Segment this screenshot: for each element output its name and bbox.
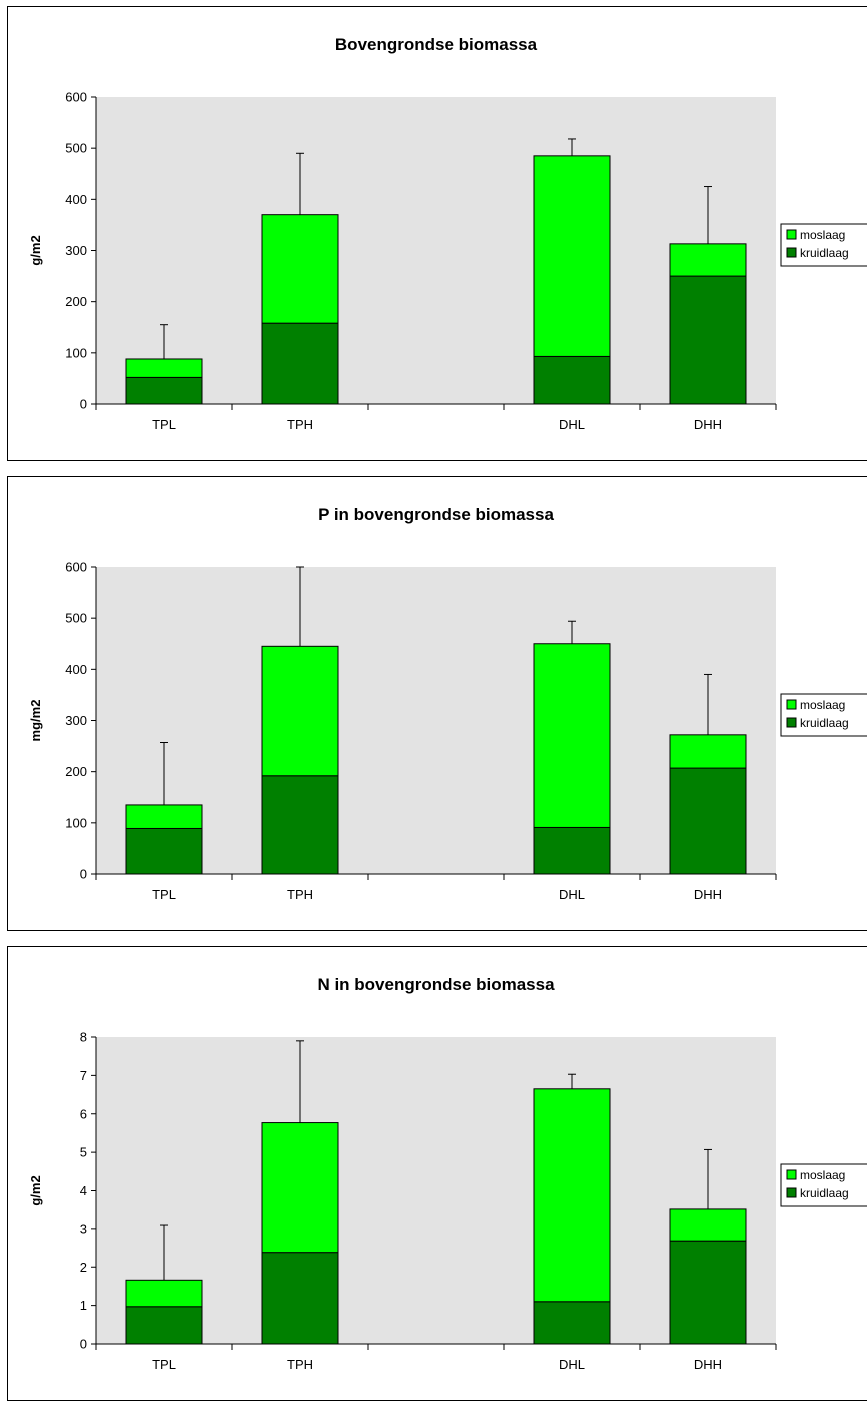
y-tick-label: 200	[65, 294, 87, 309]
y-tick-label: 600	[65, 560, 87, 575]
bar-kruidlaag	[125, 376, 203, 405]
y-tick-label: 0	[80, 867, 87, 882]
y-tick-label: 8	[80, 1030, 87, 1045]
bar-kruidlaag	[125, 1306, 203, 1345]
chart-panel-nitrogen: N in bovengrondse biomassa 0 1 2 3 4 5 6 7 8 TPL TP…	[7, 946, 867, 1401]
y-tick-label: 3	[80, 1221, 87, 1236]
legend-swatch-moslaag	[786, 1169, 797, 1180]
legend-label: moslaag	[800, 1168, 845, 1182]
bar-moslaag	[533, 643, 611, 828]
y-tick-label: 100	[65, 815, 87, 830]
plot-area	[96, 1037, 776, 1344]
legend-label: kruidlaag	[800, 1186, 849, 1200]
y-tick-label: 400	[65, 662, 87, 677]
y-axis-label: g/m2	[28, 235, 43, 265]
y-tick-label: 0	[80, 1337, 87, 1352]
legend-label: moslaag	[800, 698, 845, 712]
y-tick-label: 500	[65, 141, 87, 156]
x-tick-label: DHH	[694, 1357, 722, 1372]
legend: moslaag kruidlaag	[780, 223, 867, 267]
chart-title: Bovengrondse biomassa	[335, 35, 538, 54]
chart-title: N in bovengrondse biomassa	[317, 975, 555, 994]
bar-moslaag	[261, 645, 339, 777]
bar-moslaag	[533, 1088, 611, 1303]
plot-area	[96, 567, 776, 874]
bar-kruidlaag	[669, 1240, 747, 1345]
legend-swatch-kruidlaag	[786, 247, 797, 258]
y-axis-label: g/m2	[28, 1175, 43, 1205]
y-tick-label: 1	[80, 1298, 87, 1313]
bar-moslaag	[261, 1122, 339, 1254]
bar-kruidlaag	[261, 775, 339, 875]
y-tick-label: 4	[80, 1183, 87, 1198]
legend: moslaag kruidlaag	[780, 693, 867, 737]
y-axis-label: mg/m2	[28, 700, 43, 742]
bar-kruidlaag	[533, 826, 611, 875]
x-tick-label: DHL	[559, 417, 585, 432]
chart-svg: N in bovengrondse biomassa 0 1 2 3 4 5 6 7 8 TPL TP…	[28, 975, 867, 1372]
bar-kruidlaag	[261, 322, 339, 405]
bar-moslaag	[669, 734, 747, 769]
y-tick-label: 6	[80, 1106, 87, 1121]
bar-kruidlaag	[669, 767, 747, 875]
chart-svg: Bovengrondse biomassa 0 100 200 300 400 500 600…	[28, 35, 867, 432]
y-tick-label: 7	[80, 1068, 87, 1083]
x-tick-label: DHH	[694, 887, 722, 902]
x-tick-label: DHL	[559, 887, 585, 902]
x-tick-label: TPH	[287, 1357, 313, 1372]
y-tick-label: 0	[80, 397, 87, 412]
bar-kruidlaag	[261, 1252, 339, 1345]
legend-label: kruidlaag	[800, 716, 849, 730]
y-tick-label: 100	[65, 345, 87, 360]
x-tick-label: TPH	[287, 887, 313, 902]
legend: moslaag kruidlaag	[780, 1163, 867, 1207]
chart-title: P in bovengrondse biomassa	[318, 505, 554, 524]
y-tick-label: 300	[65, 243, 87, 258]
bar-moslaag	[125, 1279, 203, 1308]
legend-swatch-moslaag	[786, 229, 797, 240]
legend-label: moslaag	[800, 228, 845, 242]
y-tick-label: 500	[65, 611, 87, 626]
y-tick-label: 200	[65, 764, 87, 779]
x-tick-label: TPL	[152, 887, 176, 902]
y-tick-label: 2	[80, 1260, 87, 1275]
bar-moslaag	[125, 804, 203, 829]
bar-kruidlaag	[125, 827, 203, 875]
y-tick-label: 600	[65, 90, 87, 105]
bar-kruidlaag	[533, 1301, 611, 1345]
legend-swatch-moslaag	[786, 699, 797, 710]
chart-panel-phosphorus: P in bovengrondse biomassa 0 100 200 300 400 5…	[7, 476, 867, 931]
legend-swatch-kruidlaag	[786, 717, 797, 728]
x-tick-label: TPL	[152, 417, 176, 432]
x-tick-label: DHH	[694, 417, 722, 432]
bar-moslaag	[261, 214, 339, 324]
bar-kruidlaag	[533, 355, 611, 405]
y-tick-label: 400	[65, 192, 87, 207]
y-tick-label: 300	[65, 713, 87, 728]
chart-panel-biomass: Bovengrondse biomassa 0 100 200 300 400 500 600…	[7, 6, 867, 461]
bar-kruidlaag	[669, 275, 747, 405]
bar-moslaag	[669, 1208, 747, 1242]
x-tick-label: DHL	[559, 1357, 585, 1372]
legend-swatch-kruidlaag	[786, 1187, 797, 1198]
bar-moslaag	[669, 243, 747, 277]
plot-area	[96, 97, 776, 404]
bar-moslaag	[533, 155, 611, 357]
x-tick-label: TPH	[287, 417, 313, 432]
chart-svg: P in bovengrondse biomassa 0 100 200 300 400 5…	[28, 505, 867, 902]
legend-label: kruidlaag	[800, 246, 849, 260]
y-tick-label: 5	[80, 1145, 87, 1160]
x-tick-label: TPL	[152, 1357, 176, 1372]
bar-moslaag	[125, 358, 203, 378]
